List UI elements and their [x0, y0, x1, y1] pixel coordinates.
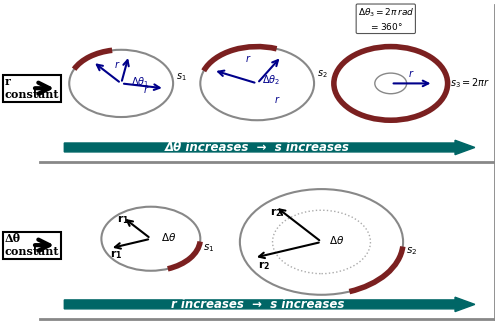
Text: $\mathbf{r_1}$: $\mathbf{r_1}$ [110, 248, 122, 261]
Text: $\mathbf{r_2}$: $\mathbf{r_2}$ [258, 259, 270, 272]
Text: r: r [408, 69, 412, 79]
Text: r: r [114, 60, 118, 70]
Text: $\Delta\theta$: $\Delta\theta$ [160, 231, 176, 243]
Text: $\Delta\theta_1$: $\Delta\theta_1$ [131, 75, 150, 89]
FancyBboxPatch shape [40, 5, 490, 156]
Text: $\mathbf{r_2}$: $\mathbf{r_2}$ [270, 206, 283, 219]
Text: $\Delta\theta_2$: $\Delta\theta_2$ [262, 73, 280, 87]
Text: r: r [275, 95, 279, 105]
Text: $s_2$: $s_2$ [316, 68, 327, 80]
Text: $s_1$: $s_1$ [176, 71, 186, 83]
Text: Δθ
constant: Δθ constant [5, 233, 60, 257]
Text: r: r [246, 54, 250, 64]
FancyArrow shape [64, 140, 475, 155]
Text: $\Delta\theta_3=2\pi\,rad$
$=360°$: $\Delta\theta_3=2\pi\,rad$ $=360°$ [358, 7, 414, 32]
Text: $\Delta\theta$: $\Delta\theta$ [329, 234, 344, 246]
Text: $s_2$: $s_2$ [406, 246, 417, 258]
Text: $s_1$: $s_1$ [203, 242, 214, 254]
Text: r: r [144, 85, 148, 95]
FancyArrow shape [64, 297, 475, 312]
FancyBboxPatch shape [40, 165, 490, 319]
Text: $s_3=2\pi r$: $s_3=2\pi r$ [450, 77, 490, 90]
Text: Δθ increases  →  s increases: Δθ increases → s increases [165, 141, 350, 154]
Text: r
constant: r constant [5, 76, 60, 100]
Text: $\mathbf{r_1}$: $\mathbf{r_1}$ [118, 213, 130, 226]
Text: r increases  →  s increases: r increases → s increases [170, 298, 344, 311]
